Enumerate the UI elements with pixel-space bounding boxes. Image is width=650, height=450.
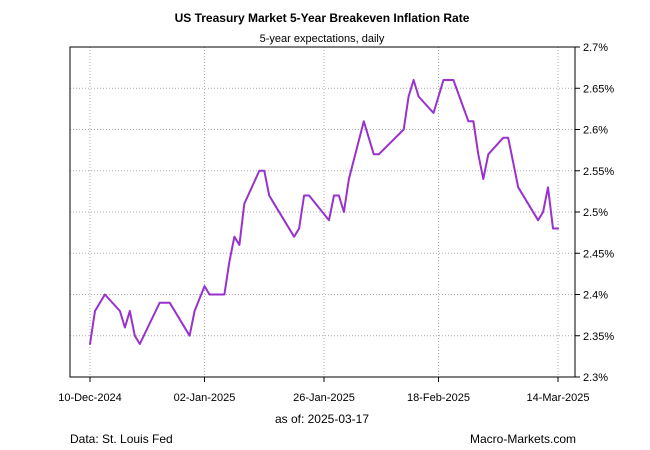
y-tick-label: 2.35% — [583, 331, 614, 343]
x-tick-label: 26-Jan-2025 — [293, 392, 355, 404]
data-source-label: Data: St. Louis Fed — [70, 432, 173, 446]
grid — [70, 47, 575, 377]
x-tick-label: 10-Dec-2024 — [58, 392, 122, 404]
y-tick-label: 2.5% — [583, 207, 608, 219]
chart-subtitle: 5-year expectations, daily — [260, 33, 385, 45]
y-tick-label: 2.4% — [583, 290, 608, 302]
x-tick-label: 14-Mar-2025 — [527, 392, 590, 404]
y-tick-label: 2.45% — [583, 248, 614, 260]
brand-label: Macro-Markets.com — [470, 432, 576, 446]
as-of-label: as of: 2025-03-17 — [275, 412, 369, 426]
y-tick-label: 2.3% — [583, 372, 608, 384]
y-tick-label: 2.65% — [583, 83, 614, 95]
x-tick-label: 02-Jan-2025 — [174, 392, 236, 404]
y-tick-label: 2.55% — [583, 166, 614, 178]
series-line-breakeven-rate — [89, 79, 559, 345]
chart-title: US Treasury Market 5-Year Breakeven Infl… — [175, 11, 470, 25]
x-tick-label: 18-Feb-2025 — [407, 392, 470, 404]
y-tick-label: 2.7% — [583, 42, 608, 54]
series — [89, 79, 559, 345]
axes: 2.3% 2.35% 2.4% 2.45% 2.5% 2.55% 2.6% 2.65% 2.7%… — [58, 42, 614, 404]
y-tick-label: 2.6% — [583, 125, 608, 137]
